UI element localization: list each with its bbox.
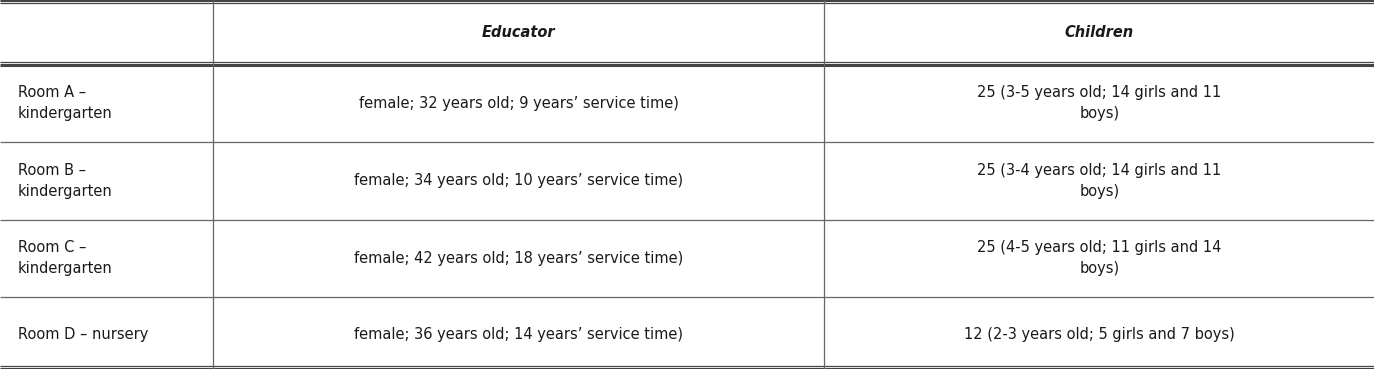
Text: 25 (3-4 years old; 14 girls and 11
boys): 25 (3-4 years old; 14 girls and 11 boys) [977,163,1221,199]
Text: female; 34 years old; 10 years’ service time): female; 34 years old; 10 years’ service … [354,173,683,188]
Text: Educator: Educator [482,25,555,40]
Text: female; 42 years old; 18 years’ service time): female; 42 years old; 18 years’ service … [354,251,683,266]
Text: Room D – nursery: Room D – nursery [18,327,148,342]
Text: female; 32 years old; 9 years’ service time): female; 32 years old; 9 years’ service t… [359,96,679,111]
Text: female; 36 years old; 14 years’ service time): female; 36 years old; 14 years’ service … [354,327,683,342]
Text: 12 (2-3 years old; 5 girls and 7 boys): 12 (2-3 years old; 5 girls and 7 boys) [963,327,1235,342]
Text: 25 (3-5 years old; 14 girls and 11
boys): 25 (3-5 years old; 14 girls and 11 boys) [977,85,1221,121]
Text: Room B –
kindergarten: Room B – kindergarten [18,163,113,199]
Text: Room A –
kindergarten: Room A – kindergarten [18,85,113,121]
Text: Room C –
kindergarten: Room C – kindergarten [18,240,113,276]
Text: Children: Children [1065,25,1134,40]
Text: 25 (4-5 years old; 11 girls and 14
boys): 25 (4-5 years old; 11 girls and 14 boys) [977,240,1221,276]
